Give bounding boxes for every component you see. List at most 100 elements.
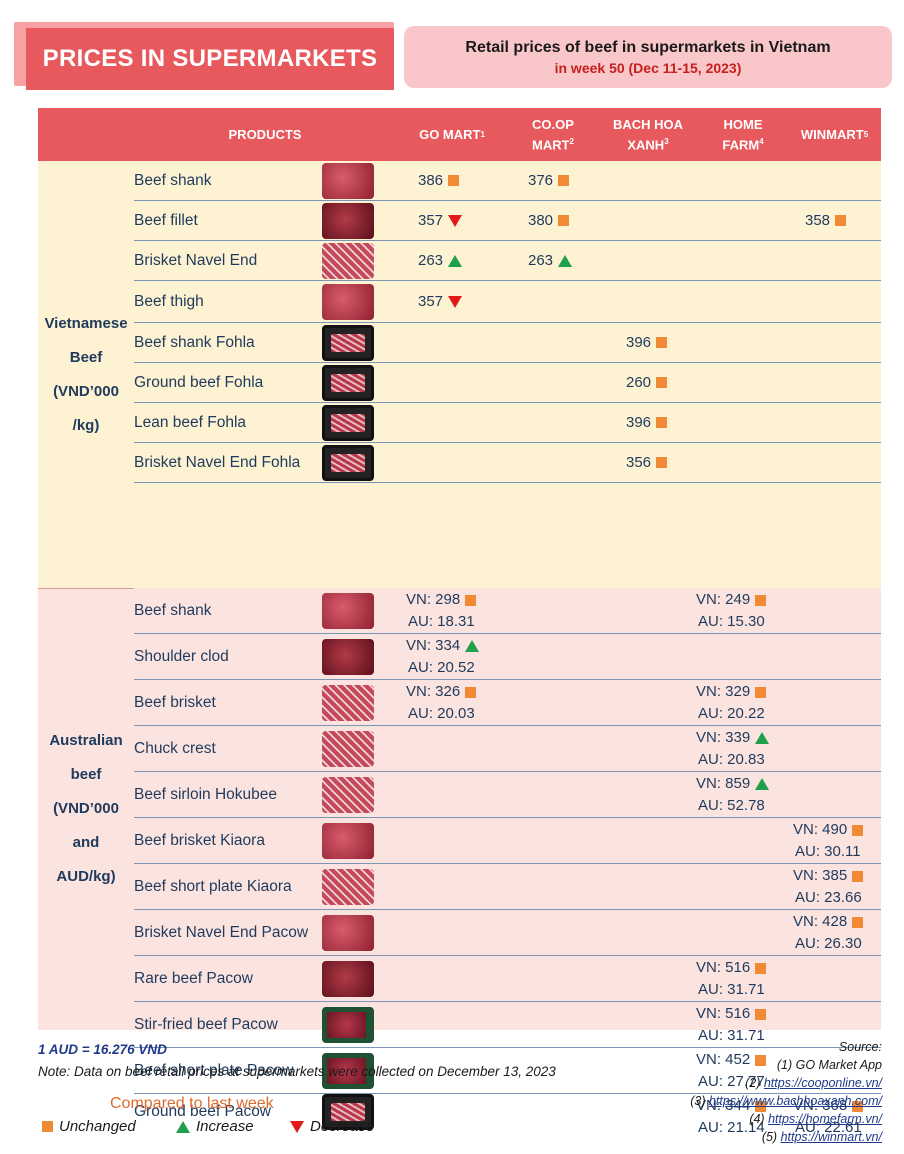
product-name: Beef brisket Kiaora (134, 831, 265, 849)
table-row: Chuck crest VN: 339 AU: 20.83 (134, 726, 881, 772)
title-banner: PRICES IN SUPERMARKETS (14, 22, 394, 90)
product-image (322, 365, 374, 401)
increase-icon (755, 778, 770, 790)
table-row: Rare beef Pacow VN: 516 AU: 31.71 (134, 956, 881, 1002)
col-bhx: BACH HOA XANH3 (612, 116, 684, 153)
product-image (322, 777, 374, 813)
source-link-2[interactable]: https://cooponline.vn/ (763, 1076, 882, 1090)
price-home: VN: 249 AU: 15.30 (696, 591, 767, 630)
price-gomart: 386 (418, 161, 460, 200)
price-home: VN: 329 AU: 20.22 (696, 683, 767, 722)
unchanged-icon (852, 1100, 864, 1112)
table-row: Beef thigh 357 (134, 281, 881, 323)
vietnamese-section (38, 161, 881, 588)
exchange-rate: 1 AUD = 16.276 VND (38, 1042, 167, 1057)
unchanged-icon (558, 215, 570, 226)
col-products: PRODUCTS (228, 127, 302, 142)
legend-title: Compared to last week (110, 1095, 274, 1112)
australian-section (38, 588, 881, 1030)
product-name: Beef shank Fohla (134, 333, 255, 351)
unchanged-icon (465, 594, 477, 606)
product-name: Lean beef Fohla (134, 413, 247, 431)
product-name: Beef thigh (134, 292, 204, 310)
product-name: Ground beef Pacow (134, 1103, 272, 1120)
product-image (322, 325, 374, 361)
price-coop: 263 (528, 241, 573, 280)
unchanged-icon (755, 686, 767, 698)
legend-unchanged: Unchanged (42, 1118, 136, 1135)
price-home: VN: 339 AU: 20.83 (696, 727, 770, 771)
decrease-icon (448, 214, 463, 227)
source-4: (4) https://homefarm.vn/ (749, 1112, 882, 1126)
product-name: Rare beef Pacow (134, 969, 253, 987)
price-gomart: 357 (418, 281, 463, 322)
unchanged-icon (852, 916, 864, 928)
unchanged-icon (755, 1008, 767, 1020)
price-coop: 376 (528, 161, 570, 200)
product-name: Stir-fried beef Pacow (134, 1015, 278, 1033)
price-gomart: 357 (418, 201, 463, 240)
table-row: Beef shank Fohla 396 (134, 323, 881, 363)
table-row: Brisket Navel End 263 263 (134, 241, 881, 281)
unchanged-icon (656, 377, 668, 388)
source-link-3[interactable]: https://www.bachhoaxanh.com/ (708, 1094, 882, 1108)
source-title: Source: (838, 1040, 882, 1054)
table-row: Beef brisket Kiaora VN: 490 AU: 30.11 (134, 818, 881, 864)
price-home: VN: 516 AU: 31.71 (696, 1005, 767, 1044)
product-name: Beef fillet (134, 211, 198, 229)
unchanged-icon (656, 417, 668, 428)
heading-line1: Retail prices of beef in supermarkets in… (465, 38, 831, 56)
table-row: Beef short plate Pacow VN: 452 AU: 27.77 (134, 1048, 881, 1094)
product-image (322, 869, 374, 905)
unchanged-icon (852, 824, 864, 836)
product-name: Ground beef Fohla (134, 373, 264, 391)
product-name: Brisket Navel End (134, 251, 258, 269)
product-image (322, 823, 374, 859)
price-gomart: VN: 298 AU: 18.31 (406, 591, 477, 630)
price-home: VN: 344 AU: 21.14 (696, 1097, 767, 1136)
increase-icon (558, 254, 573, 267)
product-image (322, 203, 374, 239)
price-bhx: 396 (626, 323, 668, 362)
product-name: Beef brisket (134, 693, 216, 711)
product-image (322, 639, 374, 675)
table-row: Shoulder clod VN: 334 AU: 20.52 (134, 634, 881, 680)
table-row: Beef sirloin Hokubee VN: 859 AU: 52.78 (134, 772, 881, 818)
table-row: Lean beef Fohla 396 (134, 403, 881, 443)
product-image (322, 1094, 374, 1130)
price-win: VN: 368 AU: 22.61 (793, 1097, 864, 1136)
increase-icon (465, 640, 480, 652)
source-link-4[interactable]: https://homefarm.vn/ (768, 1112, 882, 1126)
source-link-5[interactable]: https://winmart.vn/ (780, 1130, 882, 1144)
col-coop: CO.OP MART2 (532, 116, 574, 153)
product-name: Beef shank (134, 601, 212, 619)
product-image (322, 961, 374, 997)
table-header: PRODUCTS GO MART 1 CO.OP MART2 BACH HOA XAN… (38, 108, 881, 161)
product-image (322, 1007, 374, 1043)
product-name: Brisket Navel End Pacow (134, 923, 309, 941)
product-name: Beef sirloin Hokubee (134, 785, 278, 803)
unchanged-icon (656, 337, 668, 348)
unchanged-icon (656, 457, 668, 468)
unchanged-icon (558, 175, 570, 186)
product-image (322, 731, 374, 767)
source-1: (1) GO Market App (776, 1058, 882, 1072)
unchanged-icon (465, 686, 477, 698)
table-row: Ground beef Pacow VN: 344 AU: 21.14 VN: 368… (134, 1094, 881, 1136)
price-home: VN: 859 AU: 52.78 (696, 773, 770, 817)
table-row: Ground beef Fohla 260 (134, 363, 881, 403)
price-bhx: 260 (626, 363, 668, 402)
product-image (322, 243, 374, 279)
table-row: Brisket Navel End Fohla 356 (134, 443, 881, 483)
source-3: (3) https://www.bachhoaxanh.com/ (690, 1094, 882, 1108)
table-row: Beef shank 386 376 (134, 161, 881, 201)
product-name: Shoulder clod (134, 647, 229, 665)
legend-increase: Increase (176, 1118, 254, 1135)
price-table: PRODUCTS GO MART 1 CO.OP MART2 BACH HOA XAN… (38, 108, 881, 1136)
table-row: Beef fillet 357 380 358 (134, 201, 881, 241)
price-win: VN: 490 AU: 30.11 (793, 819, 864, 863)
decrease-icon (448, 295, 463, 308)
source-5: (5) https://winmart.vn/ (761, 1130, 882, 1144)
legend-decrease: Decrease (290, 1118, 374, 1135)
product-image (322, 1053, 374, 1089)
